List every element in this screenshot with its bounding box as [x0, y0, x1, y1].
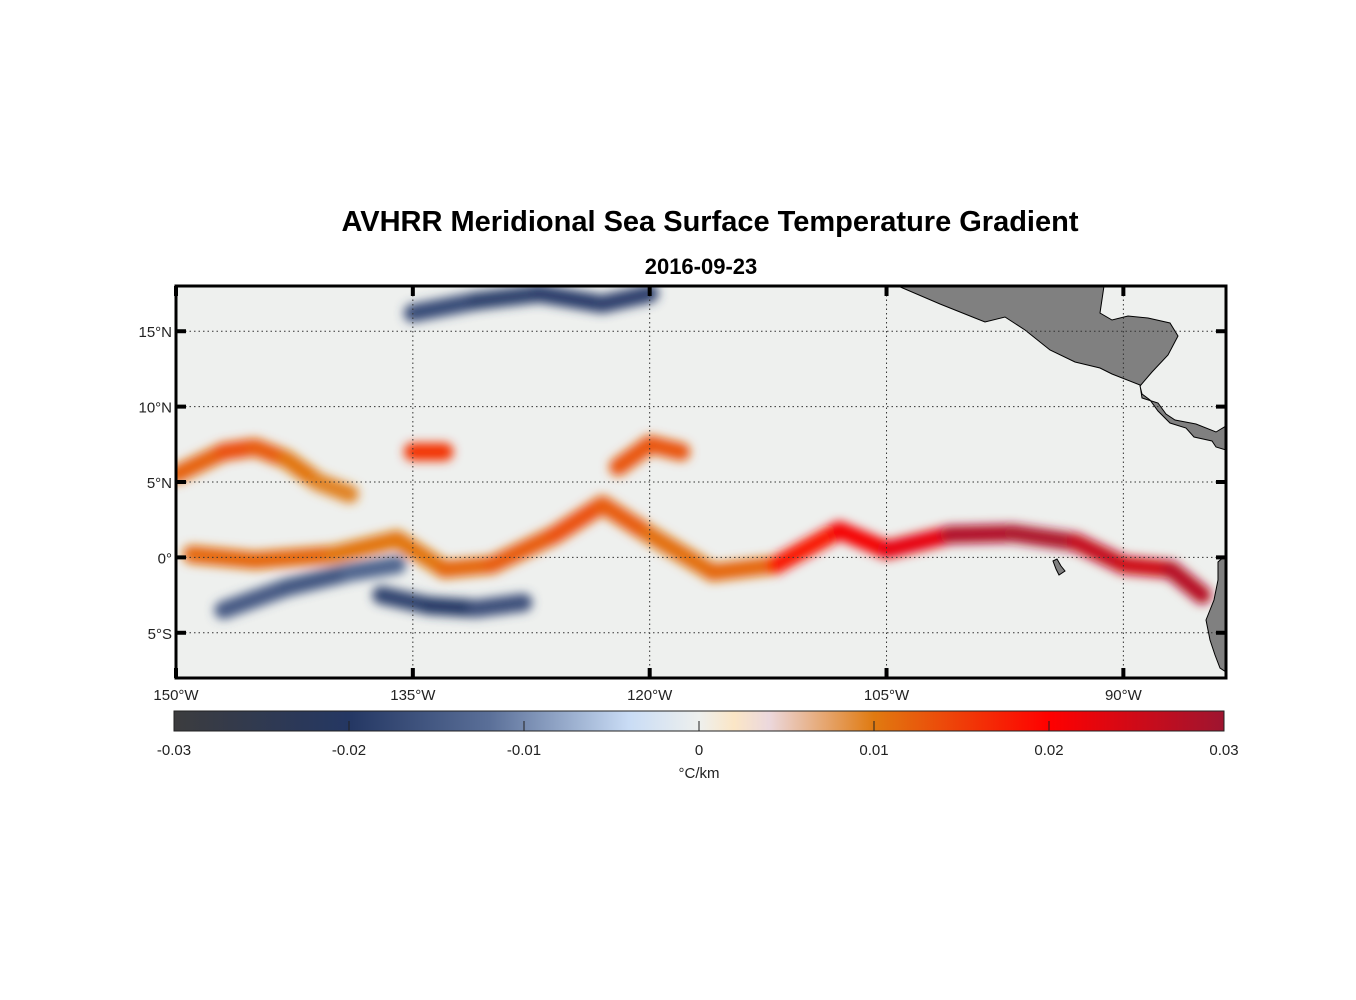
front-segment-equatorial-front: [940, 524, 1022, 544]
front-segment-south-cold-band: [277, 563, 359, 597]
y-tick-label: 5°S: [148, 626, 172, 643]
front-segment-north-front-west: [309, 473, 359, 504]
x-tick-label: 135°W: [390, 687, 436, 704]
colorbar-unit-label: °C/km: [679, 765, 720, 782]
y-tick-label: 0°: [158, 550, 172, 567]
front-segment-equatorial-front: [703, 555, 785, 582]
colorbar-tick-label: 0.02: [1034, 742, 1063, 759]
front-segment-ridge-120w: [640, 435, 691, 461]
front-segment-equatorial-front: [545, 495, 612, 544]
galapagos-land: [1052, 558, 1066, 576]
x-tick-label: 150°W: [153, 687, 199, 704]
x-tick-label: 105°W: [864, 687, 910, 704]
y-tick-label: 10°N: [138, 400, 172, 417]
colorbar: -0.03 -0.02 -0.01 0 0.01 0.02 0.03 °C/km: [157, 710, 1239, 782]
land-mask: [897, 286, 1226, 673]
front-segment-equatorial-front: [1003, 524, 1085, 552]
front-segment-equatorial-front: [388, 530, 454, 579]
front-segment-equatorial-front: [593, 495, 659, 544]
colorbar-tick-label: -0.01: [507, 742, 541, 759]
front-segment-equatorial-front: [182, 545, 264, 570]
colorbar-tick-label: 0.03: [1209, 742, 1238, 759]
front-segment-south-cold-band-2: [467, 593, 533, 618]
gradient-field: [176, 286, 1212, 620]
colorbar-tick-label: 0: [695, 742, 703, 759]
front-segment-equatorial-front: [1161, 560, 1212, 605]
plot-area: [174, 284, 1228, 680]
chart-subtitle: 2016-09-23: [644, 254, 758, 279]
front-segment-equatorial-front: [482, 525, 564, 574]
front-segment-equatorial-front: [877, 525, 959, 559]
front-segment-equatorial-front: [640, 525, 722, 582]
colorbar-tick-label: 0.01: [859, 742, 888, 759]
central-america-land: [897, 286, 1226, 451]
x-tick-label: 120°W: [627, 687, 673, 704]
front-segment-equatorial-front: [767, 521, 849, 574]
front-segment-north-cold-band: [593, 286, 659, 314]
y-tick-label: 5°N: [147, 475, 172, 492]
front-segment-south-cold-band: [214, 578, 296, 620]
x-tick-label: 90°W: [1105, 687, 1143, 704]
front-segment-north-cold-band: [530, 286, 612, 314]
colorbar-tick-label: -0.02: [332, 742, 366, 759]
colorbar-ticks: -0.03 -0.02 -0.01 0 0.01 0.02 0.03: [157, 721, 1239, 759]
front-segment-equatorial-front: [324, 530, 407, 564]
front-segment-north-cold-band: [467, 286, 549, 311]
colorbar-tick-label: -0.03: [157, 742, 191, 759]
chart-title: AVHRR Meridional Sea Surface Temperature…: [341, 206, 1079, 238]
y-axis: 15°N 10°N 5°N 0° 5°S: [138, 324, 172, 643]
x-axis: 150°W 135°W 120°W 105°W 90°W: [153, 687, 1142, 704]
south-america-land: [1205, 554, 1226, 673]
y-tick-label: 15°N: [138, 324, 172, 341]
front-segment-north-cold-band: [403, 292, 485, 323]
front-segment-south-cold-band: [340, 555, 407, 582]
ocean-background: [176, 286, 1226, 678]
axis-ticks: [174, 286, 1226, 678]
